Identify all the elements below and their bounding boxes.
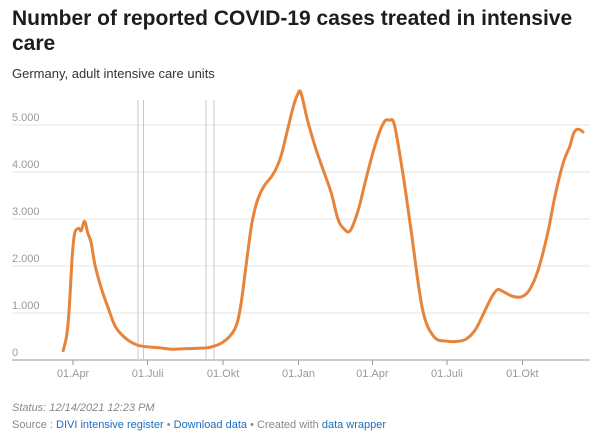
source-link[interactable]: DIVI intensive register [56,419,164,431]
source-prefix: Source : [12,419,53,431]
download-data-link[interactable]: Download data [173,419,248,431]
x-axis-ticks [72,360,523,365]
separator: • [250,419,254,431]
y-tick-label: 2.000 [12,253,40,265]
status-text: Status: 12/14/2021 12:23 PM [12,402,155,414]
separator: • [166,419,171,431]
x-axis-labels: 01.Apr 01.Juli 01.Okt 01.Jan 01.Apr 01.Juli 01… [57,368,539,380]
x-tick-label: 01.Juli [431,368,463,380]
y-tick-label: 3.000 [12,206,40,218]
x-tick-label: 01.Okt [207,368,239,380]
y-tick-label: 1.000 [12,300,40,312]
annotation-lines [137,100,215,360]
y-tick-label: 5.000 [12,112,40,124]
x-tick-label: 01.Juli [132,368,164,380]
x-tick-label: 01.Apr [57,368,90,380]
chart-title: Number of reported COVID-19 cases treate… [12,7,573,55]
grid-lines [12,124,590,361]
source-line: Source : DIVI intensive register • Downl… [12,419,386,431]
y-tick-label: 0 [12,347,18,359]
series-line [61,89,585,353]
chart-subtitle: Germany, adult intensive care units [12,66,215,81]
datawrapper-link[interactable]: data wrapper [321,419,387,431]
y-axis-labels: 0 1.000 2.000 3.000 4.000 5.000 [12,112,40,359]
line-chart: 0 1.000 2.000 3.000 4.000 5.000 01.Apr 01.Juli… [12,89,590,380]
y-tick-label: 4.000 [12,159,40,171]
x-tick-label: 01.Okt [506,368,538,380]
created-with-text: Created with [257,419,319,431]
x-tick-label: 01.Apr [356,368,389,380]
x-tick-label: 01.Jan [282,368,315,380]
